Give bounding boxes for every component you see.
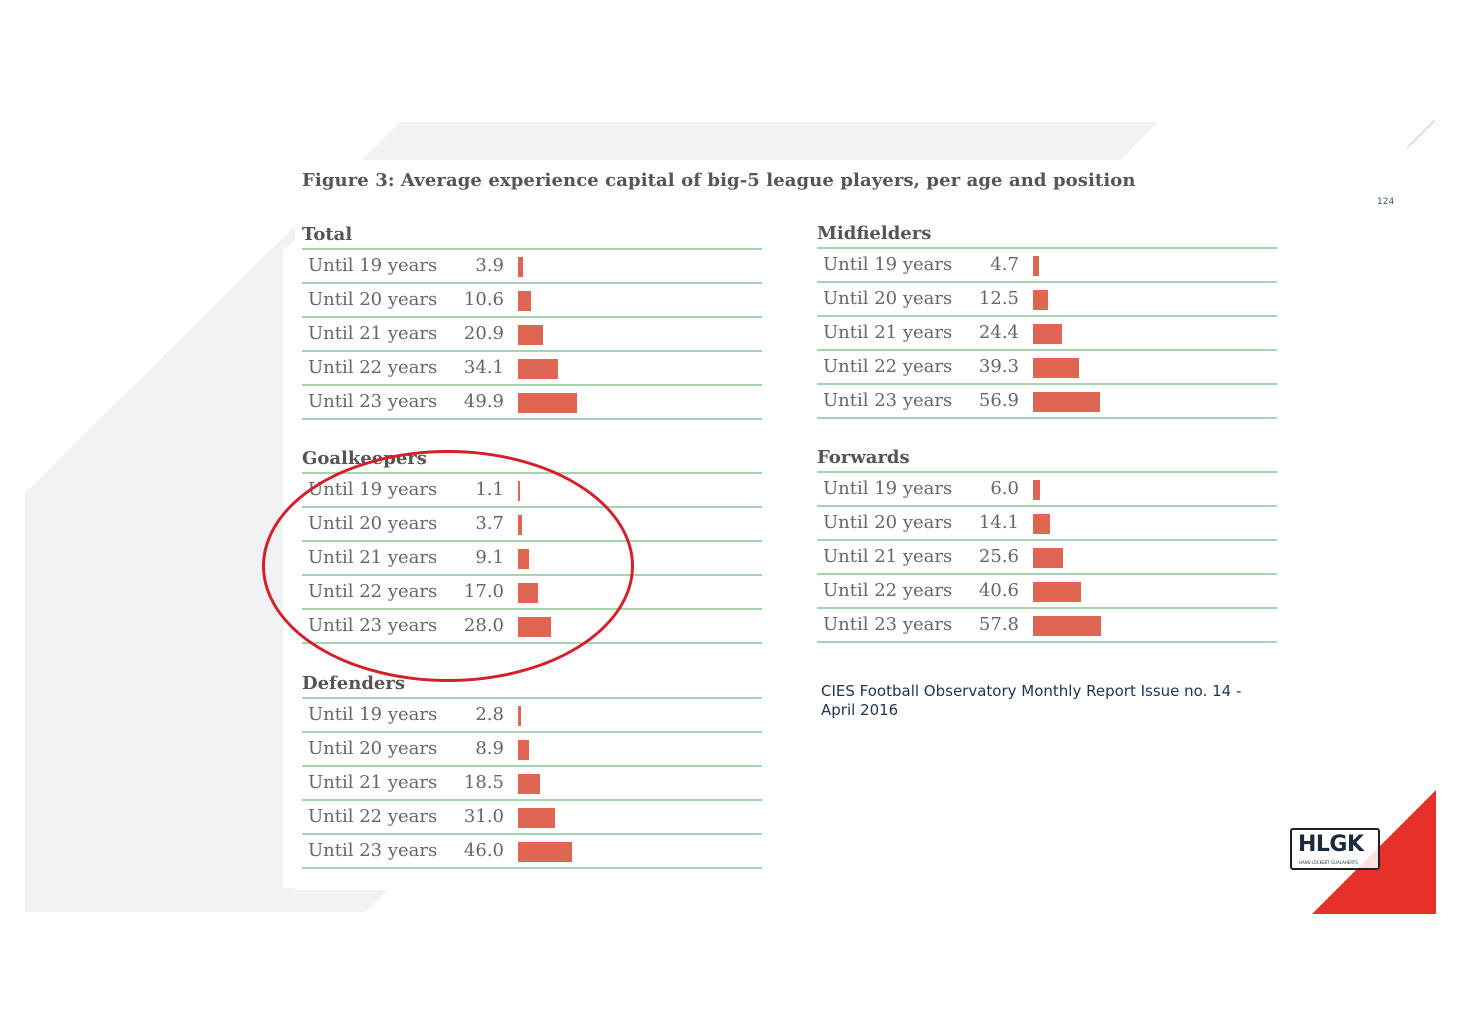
chart-row: Until 23 years 49.9	[302, 386, 762, 420]
panel-total: Total Until 19 years 3.9 Until 20 years 10.6…	[302, 222, 762, 420]
category-label: Until 22 years	[823, 356, 953, 377]
page-number: 124	[1377, 197, 1395, 207]
chart-row: Until 22 years 31.0	[302, 801, 762, 835]
chart-row: Until 22 years 39.3	[817, 351, 1277, 385]
value-label: 14.1	[978, 512, 1019, 533]
bar	[518, 393, 577, 413]
category-label: Until 19 years	[823, 478, 953, 499]
category-label: Until 22 years	[823, 580, 953, 601]
chart-row: Until 21 years 20.9	[302, 318, 762, 352]
panel-forwards: Forwards Until 19 years 6.0 Until 20 years 1…	[817, 445, 1277, 643]
bar	[1033, 480, 1041, 500]
bar	[1033, 616, 1102, 636]
value-label: 24.4	[978, 322, 1019, 343]
category-label: Until 19 years	[823, 254, 953, 275]
bar	[518, 359, 559, 379]
bar	[1033, 324, 1062, 344]
value-label: 10.6	[463, 289, 504, 310]
value-label: 31.0	[463, 806, 504, 827]
category-label: Until 19 years	[308, 255, 438, 276]
category-label: Until 23 years	[823, 390, 953, 411]
category-label: Until 22 years	[308, 806, 438, 827]
value-label: 25.6	[978, 546, 1019, 567]
bar	[518, 808, 555, 828]
bar	[518, 706, 522, 726]
decorative-slash	[1406, 119, 1436, 149]
value-label: 39.3	[978, 356, 1019, 377]
value-label: 56.9	[978, 390, 1019, 411]
bar	[518, 325, 543, 345]
chart-row: Until 22 years 34.1	[302, 352, 762, 386]
chart-row: Until 22 years 40.6	[817, 575, 1277, 609]
bar	[518, 740, 529, 760]
value-label: 34.1	[463, 357, 504, 378]
source-note: CIES Football Observatory Monthly Report…	[821, 682, 1242, 719]
chart-row: Until 20 years 12.5	[817, 283, 1277, 317]
value-label: 57.8	[978, 614, 1019, 635]
category-label: Until 23 years	[308, 391, 438, 412]
hlgk-logo: HLGK HANS LOCKEET GUALAHERTS	[1290, 828, 1380, 870]
category-label: Until 20 years	[308, 289, 438, 310]
category-label: Until 21 years	[308, 323, 438, 344]
category-label: Until 20 years	[823, 288, 953, 309]
panel-midfielders: Midfielders Until 19 years 4.7 Until 20 yea…	[817, 221, 1277, 419]
highlight-circle	[262, 450, 634, 682]
bar	[1033, 514, 1050, 534]
bar	[518, 774, 540, 794]
panel-defenders: Defenders Until 19 years 2.8 Until 20 years…	[302, 671, 762, 869]
category-label: Until 21 years	[823, 322, 953, 343]
bar	[1033, 582, 1081, 602]
bar	[1033, 548, 1064, 568]
panel-title: Total	[302, 222, 762, 250]
category-label: Until 21 years	[823, 546, 953, 567]
panel-title: Midfielders	[817, 221, 1277, 249]
bar	[518, 291, 531, 311]
panel-title: Defenders	[302, 671, 762, 699]
value-label: 12.5	[978, 288, 1019, 309]
bar	[1033, 256, 1039, 276]
category-label: Until 20 years	[308, 738, 438, 759]
chart-row: Until 23 years 46.0	[302, 835, 762, 869]
chart-row: Until 21 years 18.5	[302, 767, 762, 801]
chart-row: Until 20 years 10.6	[302, 284, 762, 318]
value-label: 18.5	[463, 772, 504, 793]
chart-row: Until 19 years 4.7	[817, 249, 1277, 283]
figure-title: Figure 3: Average experience capital of …	[302, 170, 1136, 191]
chart-row: Until 19 years 3.9	[302, 250, 762, 284]
value-label: 4.7	[990, 254, 1019, 275]
chart-row: Until 21 years 25.6	[817, 541, 1277, 575]
value-label: 20.9	[463, 323, 504, 344]
category-label: Until 20 years	[823, 512, 953, 533]
category-label: Until 22 years	[308, 357, 438, 378]
category-label: Until 23 years	[308, 840, 438, 861]
logo-text: HLGK	[1298, 832, 1364, 857]
value-label: 46.0	[463, 840, 504, 861]
chart-row: Until 23 years 56.9	[817, 385, 1277, 419]
category-label: Until 23 years	[823, 614, 953, 635]
chart-row: Until 21 years 24.4	[817, 317, 1277, 351]
category-label: Until 19 years	[308, 704, 438, 725]
bar	[518, 257, 523, 277]
value-label: 40.6	[978, 580, 1019, 601]
chart-row: Until 20 years 14.1	[817, 507, 1277, 541]
chart-row: Until 23 years 57.8	[817, 609, 1277, 643]
bar	[1033, 392, 1101, 412]
chart-row: Until 20 years 8.9	[302, 733, 762, 767]
category-label: Until 21 years	[308, 772, 438, 793]
logo-subtext: HANS LOCKEET GUALAHERTS	[1299, 860, 1358, 865]
panel-title: Forwards	[817, 445, 1277, 473]
chart-row: Until 19 years 2.8	[302, 699, 762, 733]
value-label: 2.8	[475, 704, 504, 725]
bar	[1033, 290, 1048, 310]
bar	[1033, 358, 1080, 378]
value-label: 8.9	[475, 738, 504, 759]
value-label: 6.0	[990, 478, 1019, 499]
bar	[518, 842, 573, 862]
chart-row: Until 19 years 6.0	[817, 473, 1277, 507]
value-label: 3.9	[475, 255, 504, 276]
value-label: 49.9	[463, 391, 504, 412]
